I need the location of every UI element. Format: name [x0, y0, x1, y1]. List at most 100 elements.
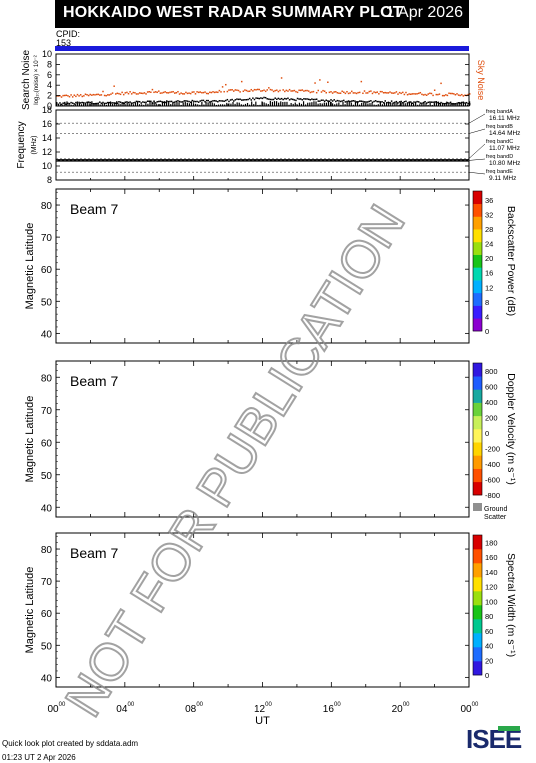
sky-noise-point: [256, 88, 259, 91]
search-noise-bar: [379, 101, 381, 106]
search-noise-point: [381, 100, 383, 103]
search-noise-bar: [122, 102, 124, 106]
sky-noise-point: [239, 91, 241, 93]
sky-noise-point: [116, 92, 119, 95]
sky-noise-point: [161, 92, 163, 94]
sky-noise-point: [381, 90, 383, 93]
sky-noise-point: [143, 92, 146, 94]
search-noise-bar: [130, 102, 132, 106]
sky-noise-point: [234, 89, 237, 91]
search-noise-point: [140, 102, 143, 104]
search-noise-bar: [302, 101, 305, 106]
search-noise-point: [319, 100, 321, 102]
sky-noise-point: [301, 89, 304, 91]
sky-noise-point: [220, 91, 222, 93]
sky-noise-point: [311, 91, 313, 93]
search-noise-point: [425, 102, 428, 104]
search-noise-point: [363, 101, 366, 103]
search-noise-bar: [165, 101, 168, 106]
search-noise-bar: [369, 103, 371, 106]
sky-noise-point: [137, 93, 139, 95]
search-noise-bar: [153, 101, 155, 106]
search-noise-point: [459, 102, 461, 104]
search-noise-point: [126, 101, 128, 103]
search-noise-bar: [174, 103, 176, 106]
search-noise-point: [263, 96, 265, 99]
search-noise-point: [429, 101, 431, 103]
search-noise-point: [343, 99, 345, 102]
sky-noise-point: [314, 82, 316, 84]
search-noise-bar: [421, 103, 423, 106]
search-noise-bar: [454, 103, 456, 106]
sky-noise-point: [138, 92, 141, 94]
search-noise-point: [107, 101, 109, 104]
sky-noise-point: [110, 93, 112, 95]
search-noise-bar: [62, 104, 64, 106]
search-noise-bar: [263, 102, 265, 106]
cpid-value: 153: [56, 38, 72, 48]
search-noise-bar: [448, 102, 450, 106]
sky-noise-point: [274, 89, 276, 92]
search-noise-bar: [143, 104, 145, 106]
sky-noise-point: [218, 89, 221, 92]
search-noise-point: [296, 97, 299, 100]
search-noise-point: [414, 101, 417, 104]
search-noise-point: [217, 100, 219, 103]
search-noise-point: [376, 100, 379, 103]
search-noise-bar: [155, 103, 157, 106]
sky-noise-point: [129, 91, 131, 93]
sky-noise-point: [469, 93, 471, 95]
sky-noise-point: [298, 89, 300, 92]
sky-noise-point: [102, 90, 104, 93]
search-noise-bar: [404, 103, 406, 106]
search-noise-bar: [168, 102, 170, 106]
search-noise-point: [411, 102, 414, 104]
sky-noise-point: [395, 91, 398, 93]
search-noise-bar: [139, 104, 141, 106]
search-noise-bar: [325, 102, 327, 106]
search-noise-point: [441, 102, 444, 105]
search-noise-point: [292, 98, 294, 101]
sky-noise-point: [162, 91, 165, 94]
sky-noise-point: [205, 92, 208, 95]
search-noise-bar: [410, 102, 413, 106]
search-noise-point: [138, 100, 141, 103]
sky-noise-point: [151, 88, 154, 91]
search-noise-point: [338, 100, 340, 102]
sky-noise-point: [213, 91, 216, 94]
search-noise-point: [250, 99, 253, 101]
search-noise-point: [199, 100, 202, 102]
search-noise-point: [352, 100, 355, 102]
sky-noise-point: [422, 94, 425, 96]
search-noise-bar: [126, 102, 128, 106]
sky-noise-point: [441, 94, 444, 97]
search-noise-point: [386, 101, 388, 104]
search-noise-point: [239, 98, 241, 100]
search-noise-point: [365, 101, 367, 103]
search-noise-point: [374, 100, 377, 102]
sky-noise-point: [354, 92, 356, 94]
search-noise-bar: [408, 101, 411, 106]
sky-noise-point: [403, 93, 406, 96]
search-noise-bar: [213, 103, 215, 106]
search-noise-bar: [199, 104, 201, 106]
sky-noise-point: [132, 91, 135, 94]
search-noise-bar: [300, 103, 303, 106]
search-noise-point: [252, 97, 254, 99]
search-noise-point: [301, 99, 304, 101]
search-noise-bar: [267, 103, 269, 106]
search-noise-point: [234, 99, 237, 101]
sky-noise-point: [237, 89, 240, 92]
search-noise-point: [145, 101, 147, 104]
search-noise-point: [256, 97, 259, 100]
sky-noise-point: [107, 94, 109, 96]
search-noise-point: [327, 100, 329, 102]
search-noise-point: [205, 99, 208, 102]
sky-noise-point: [457, 94, 460, 96]
search-noise-point: [115, 102, 117, 104]
sky-noise-point: [261, 90, 264, 92]
search-noise-bar: [107, 102, 110, 106]
search-noise-point: [174, 101, 176, 103]
search-noise-bar: [99, 104, 101, 106]
search-noise-point: [360, 100, 363, 102]
